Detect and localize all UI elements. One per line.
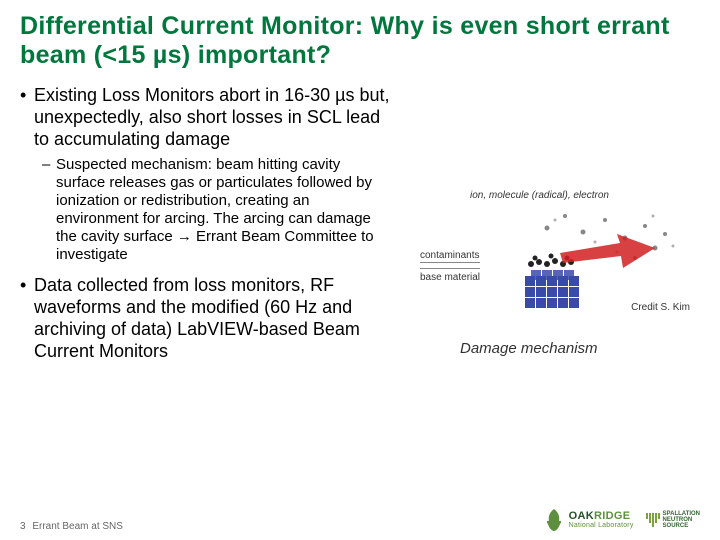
slide: Differential Current Monitor: Why is eve… (0, 0, 720, 540)
bullet-1-sub: – Suspected mechanism: beam hitting cavi… (42, 156, 390, 264)
slide-title: Differential Current Monitor: Why is eve… (20, 12, 700, 70)
bullet-1-sub-text: Suspected mechanism: beam hitting cavity… (56, 156, 390, 264)
slide-footer: 3 Errant Beam at SNS OAKRIDGE National L… (20, 508, 700, 532)
bullet-1-text: Existing Loss Monitors abort in 16-30 µs… (34, 84, 390, 150)
bullet-2-text: Data collected from loss monitors, RF wa… (34, 274, 390, 362)
damage-diagram: ion, molecule (radical), electron contam… (420, 190, 690, 330)
footer-right: OAKRIDGE National Laboratory SPALLATION … (545, 508, 700, 532)
diagram-caption: Damage mechanism (460, 340, 598, 357)
bullet-sub-marker: – (42, 156, 56, 264)
sns-line3: SOURCE (663, 523, 700, 529)
oakridge-logo-text: OAKRIDGE National Laboratory (569, 511, 634, 529)
logo-oak: OAK (569, 510, 594, 522)
diagram-line (420, 262, 480, 263)
bullet-1: • Existing Loss Monitors abort in 16-30 … (20, 84, 390, 150)
sns-text: SPALLATION NEUTRON SOURCE (663, 511, 700, 529)
diagram-illustration (505, 198, 685, 318)
page-number: 3 (20, 521, 26, 532)
diagram-label-base: base material (420, 272, 480, 283)
bullet-2: • Data collected from loss monitors, RF … (20, 274, 390, 362)
footer-text: Errant Beam at SNS (32, 521, 123, 532)
sns-bars-icon (646, 513, 660, 527)
diagram-line (420, 268, 480, 269)
right-column: ion, molecule (radical), electron contam… (420, 190, 710, 330)
logo-line1: OAKRIDGE (569, 511, 634, 522)
sns-logo: SPALLATION NEUTRON SOURCE (646, 511, 700, 529)
logo-line2: National Laboratory (569, 522, 634, 529)
diagram-label-contaminants: contaminants (420, 250, 479, 261)
bullet-marker: • (20, 274, 34, 362)
footer-left: 3 Errant Beam at SNS (20, 521, 123, 532)
bullet-marker: • (20, 84, 34, 150)
left-column: • Existing Loss Monitors abort in 16-30 … (20, 84, 390, 368)
logo-ridge: RIDGE (594, 510, 630, 522)
oak-leaf-icon (545, 508, 563, 532)
